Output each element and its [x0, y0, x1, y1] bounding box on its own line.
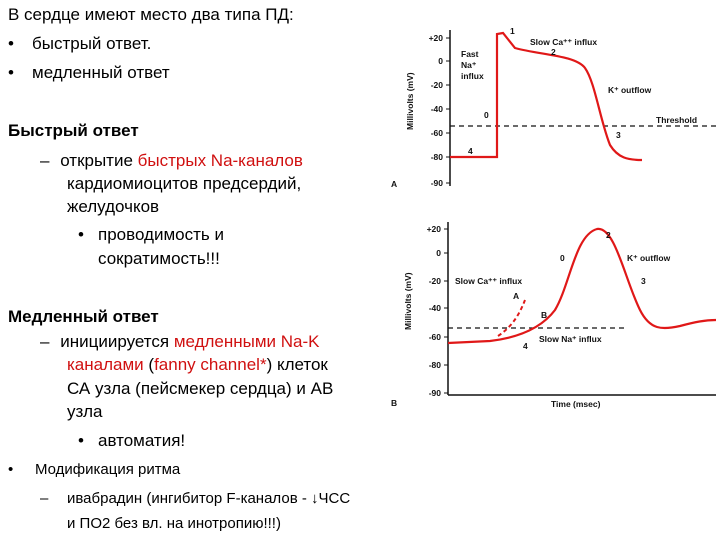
text: ( — [148, 355, 154, 374]
fast-line: кардиомиоцитов предсердий, — [67, 174, 301, 193]
annotation: 3 — [616, 130, 621, 140]
annotation: Slow Ca⁺⁺ influx — [455, 276, 522, 286]
y-tick-label: -80 — [429, 360, 442, 370]
action-potential-curve — [447, 227, 717, 345]
annotation: Na⁺ — [461, 60, 477, 70]
y-tick-label: -80 — [431, 152, 444, 162]
annotation: Slow Na⁺ influx — [539, 334, 602, 344]
text: быстрых Na-каналов — [138, 151, 303, 170]
figure-b: +20 0 -20 -40 -60 -80 -90 Millivolts (mV… — [390, 218, 720, 414]
text: ) клеток — [267, 355, 329, 374]
fast-sub: сократимость!!! — [98, 249, 220, 268]
figure-a: +20 0 -20 -40 -60 -80 -90 Millivolts (mV… — [390, 26, 720, 196]
annotation: A — [513, 291, 519, 301]
y-tick-label: -20 — [431, 80, 444, 90]
y-tick-label: -90 — [429, 388, 442, 398]
y-axis-label: Millivolts (mV) — [403, 272, 413, 330]
annotation: B — [541, 310, 547, 320]
y-tick-label: +20 — [429, 33, 444, 43]
y-tick-label: -60 — [429, 332, 442, 342]
fast-heading: Быстрый ответ — [8, 121, 139, 140]
intro-title: В сердце имеют место два типа ПД: — [8, 5, 294, 24]
figure-bg — [390, 26, 720, 196]
action-potential-curve — [450, 31, 643, 162]
panel-label: A — [391, 179, 397, 189]
text: fanny channel* — [154, 355, 267, 374]
slow-heading: Медленный ответ — [8, 307, 159, 326]
annotation: influx — [461, 71, 484, 81]
annotation: K⁺ outflow — [627, 253, 671, 263]
ticks — [446, 37, 450, 184]
y-tick-label: -40 — [429, 303, 442, 313]
annotation: 2 — [606, 230, 611, 240]
dash: – — [40, 490, 49, 507]
bullet: • — [78, 431, 84, 450]
annotation: 3 — [641, 276, 646, 286]
y-tick-label: 0 — [436, 248, 441, 258]
fast-sub: проводимость и — [98, 225, 224, 244]
annotation: Fast — [461, 49, 479, 59]
y-axis-label: Millivolts (mV) — [405, 72, 415, 130]
annotation: 0 — [560, 253, 565, 263]
annotation: Slow Ca⁺⁺ influx — [530, 37, 597, 47]
slow-line: каналами (fanny channel*) клеток — [67, 355, 328, 374]
fast-dash: – открытие быстрых Na-каналов — [40, 151, 303, 170]
x-axis-label: Time (msec) — [551, 399, 601, 409]
bullet: • — [78, 225, 84, 244]
annotation: 0 — [484, 110, 489, 120]
y-tick-label: -60 — [431, 128, 444, 138]
mod-line: ивабрадин (ингибитор F-каналов - ↓ЧСС — [67, 490, 350, 507]
text: открытие — [60, 151, 133, 170]
dash: – — [40, 332, 50, 351]
y-tick-label: -20 — [429, 276, 442, 286]
bullet: • — [8, 63, 14, 82]
intro-item: медленный ответ — [32, 63, 170, 82]
slow-dash: – инициируется медленными Na-K — [40, 332, 320, 351]
annotation: 1 — [510, 26, 515, 36]
annotation: K⁺ outflow — [608, 85, 652, 95]
y-tick-label: 0 — [438, 56, 443, 66]
text: медленными Na-K — [174, 332, 320, 351]
figure-bg — [390, 218, 720, 414]
dash: – — [40, 151, 50, 170]
ticks — [444, 228, 448, 394]
annotation: Threshold — [656, 115, 697, 125]
mod-line: и ПО2 без вл. на инотропию!!!) — [67, 515, 281, 532]
curve-branch-a — [497, 299, 526, 337]
slow-sub: автоматия! — [98, 431, 185, 450]
bullet: • — [8, 461, 13, 478]
annotation: 4 — [523, 341, 528, 351]
y-tick-label: -90 — [431, 178, 444, 188]
text: инициируется — [60, 332, 169, 351]
text: каналами — [67, 355, 144, 374]
panel-label: B — [391, 398, 397, 408]
bullet: • — [8, 34, 14, 53]
slow-line: узла — [67, 402, 103, 421]
fast-line: желудочков — [67, 197, 159, 216]
annotation: 2 — [551, 47, 556, 57]
y-tick-label: -40 — [431, 104, 444, 114]
annotation: 4 — [468, 146, 473, 156]
intro-item: быстрый ответ. — [32, 34, 151, 53]
mod-title: Модификация ритма — [35, 461, 181, 478]
slow-line: СА узла (пейсмекер сердца) и АВ — [67, 379, 333, 398]
y-tick-label: +20 — [427, 224, 442, 234]
